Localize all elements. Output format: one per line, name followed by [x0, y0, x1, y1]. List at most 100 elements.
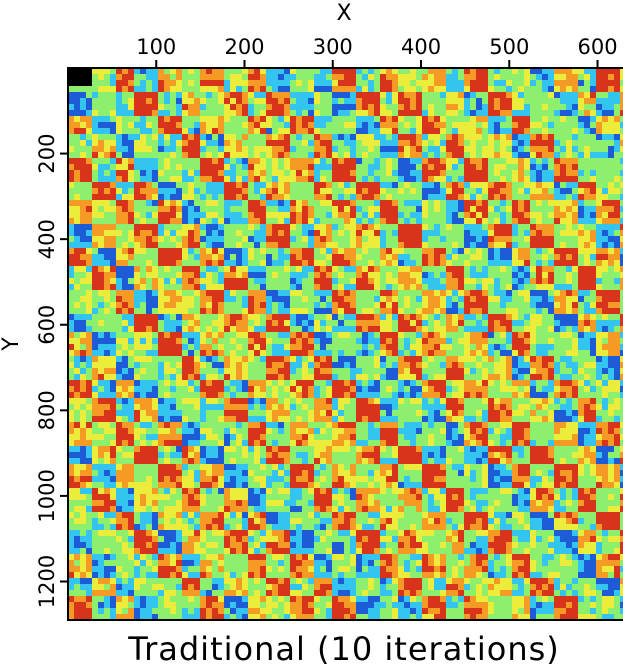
heatmap-cell [422, 362, 428, 368]
heatmap-cell [392, 362, 398, 368]
heatmap-cell [248, 254, 254, 260]
heatmap-cell [164, 98, 170, 104]
heatmap-cell [80, 362, 86, 368]
heatmap-cell [302, 74, 308, 80]
heatmap-cell [332, 152, 338, 158]
heatmap-cell [596, 218, 602, 224]
heatmap-cell [554, 242, 560, 248]
heatmap-cell [458, 248, 464, 254]
heatmap-cell [488, 332, 494, 338]
heatmap-cell [254, 302, 260, 308]
heatmap-cell [266, 290, 272, 296]
heatmap-cell [230, 338, 236, 344]
heatmap-cell [278, 200, 284, 206]
heatmap-cell [128, 98, 134, 104]
heatmap-cell [470, 212, 476, 218]
heatmap-cell [254, 110, 260, 116]
heatmap-cell [260, 350, 266, 356]
heatmap-cell [512, 212, 518, 218]
heatmap-cell [248, 386, 254, 392]
heatmap-cell [308, 350, 314, 356]
heatmap-cell [620, 128, 623, 134]
heatmap-cell [518, 332, 524, 338]
heatmap-cell [128, 128, 134, 134]
heatmap-cell [380, 140, 386, 146]
heatmap-cell [110, 380, 116, 386]
heatmap-cell [596, 242, 602, 248]
heatmap-cell [404, 350, 410, 356]
heatmap-cell [410, 194, 416, 200]
heatmap-cell [404, 218, 410, 224]
heatmap-cell [110, 68, 116, 74]
heatmap-cell [500, 344, 506, 350]
heatmap-cell [188, 266, 194, 272]
heatmap-cell [284, 380, 290, 386]
heatmap-cell [278, 212, 284, 218]
heatmap-cell [128, 116, 134, 122]
heatmap-cell [134, 92, 140, 98]
heatmap-cell [380, 194, 386, 200]
heatmap-cell [602, 350, 608, 356]
heatmap-cell [158, 140, 164, 146]
heatmap-cell [530, 98, 536, 104]
heatmap-cell [80, 140, 86, 146]
heatmap-cell [176, 242, 182, 248]
heatmap-cell [86, 368, 92, 374]
heatmap-cell [68, 254, 74, 260]
heatmap-cell [278, 302, 284, 308]
heatmap-cell [74, 314, 80, 320]
heatmap-cell [326, 248, 332, 254]
heatmap-cell [440, 320, 446, 326]
heatmap-cell [482, 104, 488, 110]
heatmap-cell [134, 284, 140, 290]
heatmap-cell [518, 338, 524, 344]
heatmap-cell [332, 206, 338, 212]
heatmap-cell [548, 200, 554, 206]
heatmap-cell [452, 146, 458, 152]
heatmap-cell [590, 176, 596, 182]
heatmap-cell [86, 344, 92, 350]
heatmap-cell [596, 362, 602, 368]
heatmap-cell [470, 302, 476, 308]
heatmap-cell [296, 206, 302, 212]
heatmap-cell [200, 212, 206, 218]
heatmap-cell [470, 122, 476, 128]
heatmap-cell [524, 362, 530, 368]
heatmap-cell [278, 134, 284, 140]
heatmap-cell [170, 332, 176, 338]
heatmap-cell [524, 302, 530, 308]
heatmap-cell [584, 248, 590, 254]
heatmap-cell [218, 110, 224, 116]
heatmap-cell [488, 350, 494, 356]
heatmap-cell [260, 116, 266, 122]
heatmap-cell [536, 110, 542, 116]
heatmap-cell [332, 386, 338, 392]
heatmap-cell [206, 302, 212, 308]
heatmap-cell [422, 200, 428, 206]
heatmap-cell [542, 218, 548, 224]
heatmap-cell [284, 248, 290, 254]
heatmap-cell [278, 278, 284, 284]
heatmap-cell [410, 368, 416, 374]
heatmap-cell [380, 146, 386, 152]
heatmap-cell [566, 308, 572, 314]
heatmap-cell [152, 320, 158, 326]
heatmap-cell [476, 188, 482, 194]
heatmap-cell [278, 122, 284, 128]
heatmap-cell [104, 290, 110, 296]
heatmap-cell [92, 122, 98, 128]
heatmap-cell [620, 74, 623, 80]
heatmap-cell [296, 236, 302, 242]
heatmap-cell [356, 194, 362, 200]
heatmap-cell [248, 326, 254, 332]
heatmap-cell [194, 128, 200, 134]
heatmap-cell [482, 344, 488, 350]
heatmap-cell [182, 242, 188, 248]
heatmap-cell [140, 116, 146, 122]
heatmap-cell [446, 188, 452, 194]
heatmap-cell [572, 146, 578, 152]
heatmap-cell [302, 266, 308, 272]
heatmap-cell [146, 86, 152, 92]
heatmap-cell [602, 218, 608, 224]
heatmap-cell [512, 290, 518, 296]
